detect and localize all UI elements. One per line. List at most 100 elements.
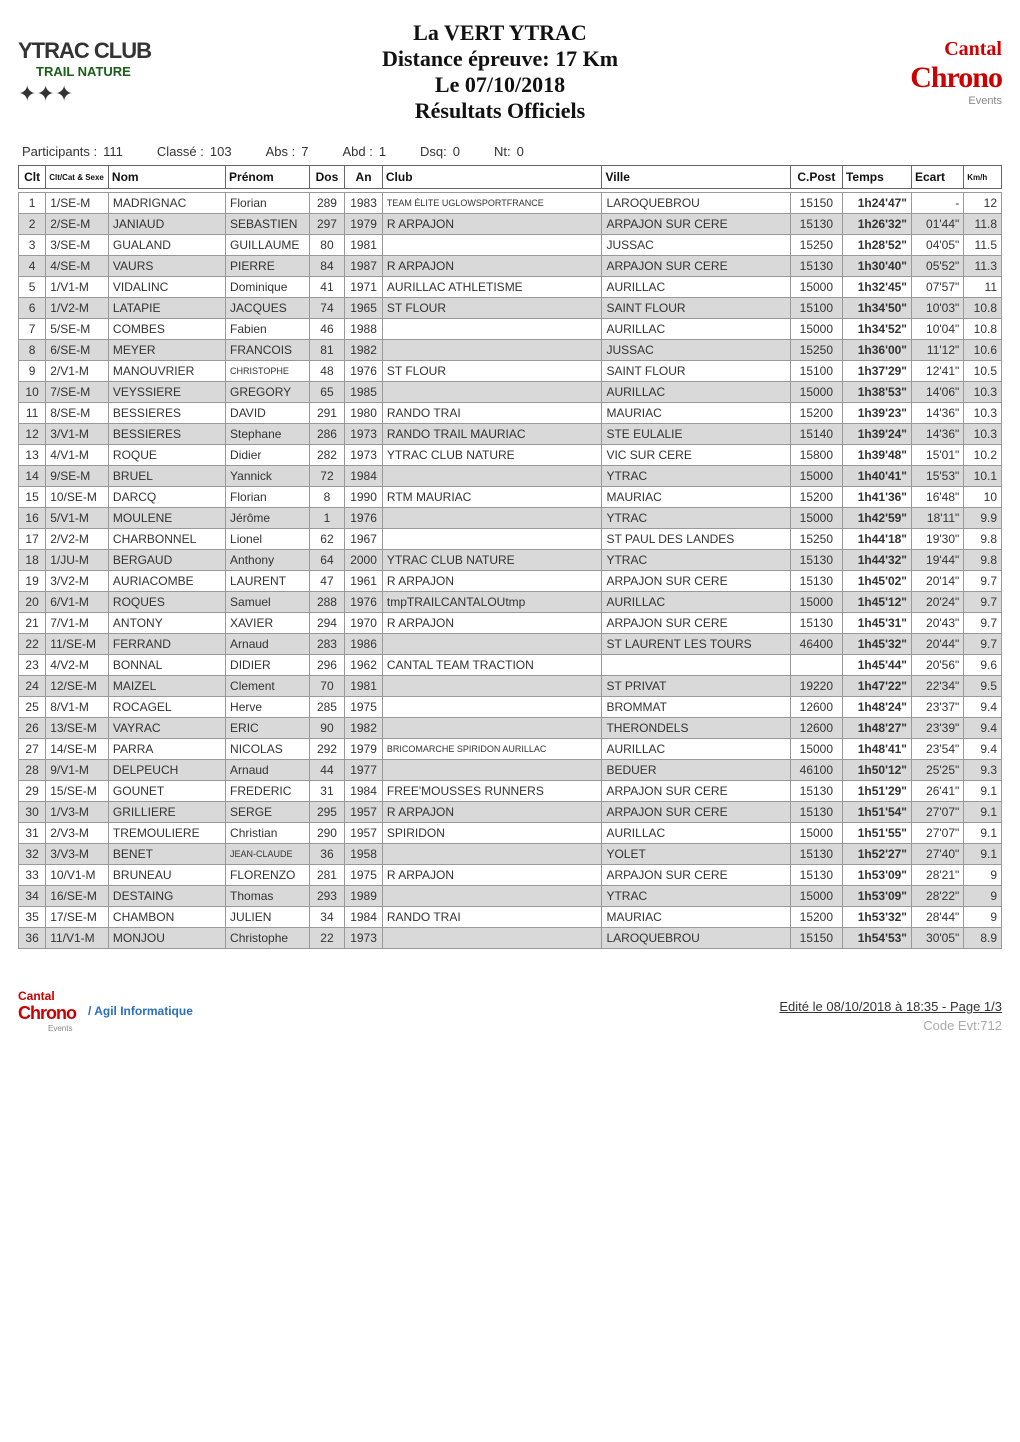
table-cell: NICOLAS bbox=[226, 739, 310, 760]
table-cell: TEAM ÉLITE UGLOWSPORTFRANCE bbox=[382, 193, 602, 214]
table-cell: 7/SE-M bbox=[46, 382, 109, 403]
table-cell: 1h26'32" bbox=[842, 214, 911, 235]
table-cell: 296 bbox=[309, 655, 345, 676]
table-cell: 1h51'54" bbox=[842, 802, 911, 823]
table-cell: Didier bbox=[226, 445, 310, 466]
table-row: 123/V1-MBESSIERESStephane2861973RANDO TR… bbox=[19, 424, 1002, 445]
col-header: Km/h bbox=[964, 166, 1002, 189]
table-cell: Jérôme bbox=[226, 508, 310, 529]
table-cell: STE EULALIE bbox=[602, 424, 790, 445]
table-cell bbox=[382, 844, 602, 865]
table-row: 181/JU-MBERGAUDAnthony642000YTRAC CLUB N… bbox=[19, 550, 1002, 571]
table-cell: 10/V1-M bbox=[46, 865, 109, 886]
table-cell: SERGE bbox=[226, 802, 310, 823]
table-cell: 1h44'18" bbox=[842, 529, 911, 550]
title-line-4: Résultats Officiels bbox=[158, 98, 842, 124]
mini-logo: Cantal Chrono Events bbox=[18, 989, 76, 1033]
table-cell: 295 bbox=[309, 802, 345, 823]
code-evt: Code Evt:712 bbox=[779, 1018, 1002, 1033]
table-cell: R ARPAJON bbox=[382, 256, 602, 277]
table-cell: 41 bbox=[309, 277, 345, 298]
table-cell: 15000 bbox=[790, 823, 842, 844]
table-cell: 23'54" bbox=[911, 739, 963, 760]
table-cell: 9.9 bbox=[964, 508, 1002, 529]
table-cell: 8/SE-M bbox=[46, 403, 109, 424]
abd-val: 1 bbox=[379, 144, 386, 159]
table-cell: 1985 bbox=[345, 382, 383, 403]
table-cell: 1982 bbox=[345, 718, 383, 739]
table-cell: 1h54'53" bbox=[842, 928, 911, 949]
table-row: 193/V2-MAURIACOMBELAURENT471961R ARPAJON… bbox=[19, 571, 1002, 592]
table-cell: 1975 bbox=[345, 865, 383, 886]
table-cell: 1971 bbox=[345, 277, 383, 298]
table-cell: 14'36" bbox=[911, 403, 963, 424]
table-cell: 4/V1-M bbox=[46, 445, 109, 466]
table-cell: FREE'MOUSSES RUNNERS bbox=[382, 781, 602, 802]
table-cell bbox=[382, 382, 602, 403]
classe-label: Classé : bbox=[157, 144, 204, 159]
table-cell: 11 bbox=[964, 277, 1002, 298]
table-cell: 15800 bbox=[790, 445, 842, 466]
table-cell: 3/SE-M bbox=[46, 235, 109, 256]
table-cell: 1h28'52" bbox=[842, 235, 911, 256]
table-cell: 18'11" bbox=[911, 508, 963, 529]
table-row: 11/SE-MMADRIGNACFlorian2891983TEAM ÉLITE… bbox=[19, 193, 1002, 214]
table-cell: 2 bbox=[19, 214, 46, 235]
table-row: 118/SE-MBESSIERESDAVID2911980RANDO TRAIM… bbox=[19, 403, 1002, 424]
table-row: 301/V3-MGRILLIERESERGE2951957R ARPAJONAR… bbox=[19, 802, 1002, 823]
table-cell: YTRAC bbox=[602, 508, 790, 529]
table-cell: 47 bbox=[309, 571, 345, 592]
table-cell: Yannick bbox=[226, 466, 310, 487]
table-cell: tmpTRAILCANTALOUtmp bbox=[382, 592, 602, 613]
table-cell: 4/SE-M bbox=[46, 256, 109, 277]
table-cell: 07'57" bbox=[911, 277, 963, 298]
table-cell: 6/V1-M bbox=[46, 592, 109, 613]
nt-label: Nt: bbox=[494, 144, 511, 159]
table-cell: 23 bbox=[19, 655, 46, 676]
col-header: C.Post bbox=[790, 166, 842, 189]
table-cell: ARPAJON SUR CERE bbox=[602, 802, 790, 823]
table-cell: Clement bbox=[226, 676, 310, 697]
edited-line: Edité le 08/10/2018 à 18:35 - Page 1/3 bbox=[779, 999, 1002, 1014]
table-cell: 15 bbox=[19, 487, 46, 508]
table-cell: AURILLAC bbox=[602, 823, 790, 844]
table-cell: 12/SE-M bbox=[46, 676, 109, 697]
table-row: 2915/SE-MGOUNETFREDERIC311984FREE'MOUSSE… bbox=[19, 781, 1002, 802]
table-cell: 20'24" bbox=[911, 592, 963, 613]
table-cell: 3/V1-M bbox=[46, 424, 109, 445]
table-cell: 292 bbox=[309, 739, 345, 760]
table-row: 289/V1-MDELPEUCHArnaud441977BEDUER461001… bbox=[19, 760, 1002, 781]
table-cell: 15000 bbox=[790, 508, 842, 529]
table-cell: 48 bbox=[309, 361, 345, 382]
table-row: 206/V1-MROQUESSamuel2881976tmpTRAILCANTA… bbox=[19, 592, 1002, 613]
table-cell: RANDO TRAI bbox=[382, 403, 602, 424]
table-cell: 1986 bbox=[345, 634, 383, 655]
table-cell: 14'36" bbox=[911, 424, 963, 445]
table-cell: Florian bbox=[226, 487, 310, 508]
table-cell bbox=[382, 697, 602, 718]
table-cell: 15130 bbox=[790, 781, 842, 802]
table-cell: JUSSAC bbox=[602, 235, 790, 256]
table-cell: YTRAC bbox=[602, 550, 790, 571]
table-cell: AURILLAC bbox=[602, 739, 790, 760]
table-cell: 11.5 bbox=[964, 235, 1002, 256]
table-cell: SPIRIDON bbox=[382, 823, 602, 844]
table-cell: 90 bbox=[309, 718, 345, 739]
table-cell: 288 bbox=[309, 592, 345, 613]
table-cell: 15130 bbox=[790, 214, 842, 235]
title-line-2: Distance épreuve: 17 Km bbox=[158, 46, 842, 72]
table-cell: 22'34" bbox=[911, 676, 963, 697]
table-cell: 46400 bbox=[790, 634, 842, 655]
table-cell bbox=[382, 928, 602, 949]
table-cell: 10.3 bbox=[964, 382, 1002, 403]
results-table: CltClt/Cat & SexeNomPrénomDosAnClubVille… bbox=[18, 165, 1002, 949]
table-cell bbox=[382, 760, 602, 781]
table-cell: 290 bbox=[309, 823, 345, 844]
table-cell: FREDERIC bbox=[226, 781, 310, 802]
table-cell: BESSIERES bbox=[108, 403, 225, 424]
table-cell: Christian bbox=[226, 823, 310, 844]
table-cell: 15000 bbox=[790, 382, 842, 403]
table-cell: 1h45'31" bbox=[842, 613, 911, 634]
table-cell: - bbox=[911, 193, 963, 214]
table-cell: 84 bbox=[309, 256, 345, 277]
